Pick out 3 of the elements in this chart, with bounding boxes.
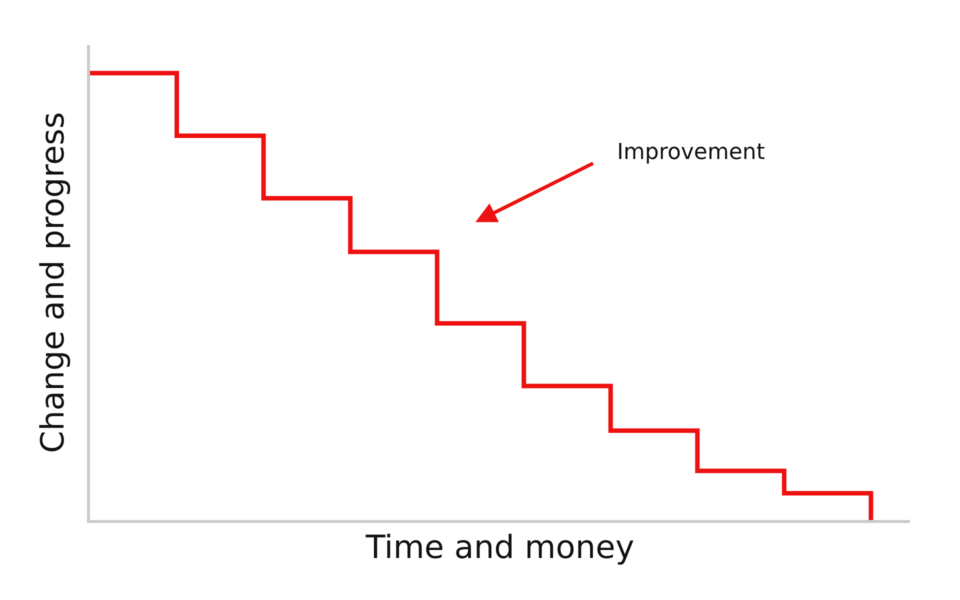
x-axis-title: Time and money	[364, 528, 634, 566]
annotation: Improvement	[617, 140, 766, 165]
y-axis-title: Change and progress	[33, 112, 72, 454]
